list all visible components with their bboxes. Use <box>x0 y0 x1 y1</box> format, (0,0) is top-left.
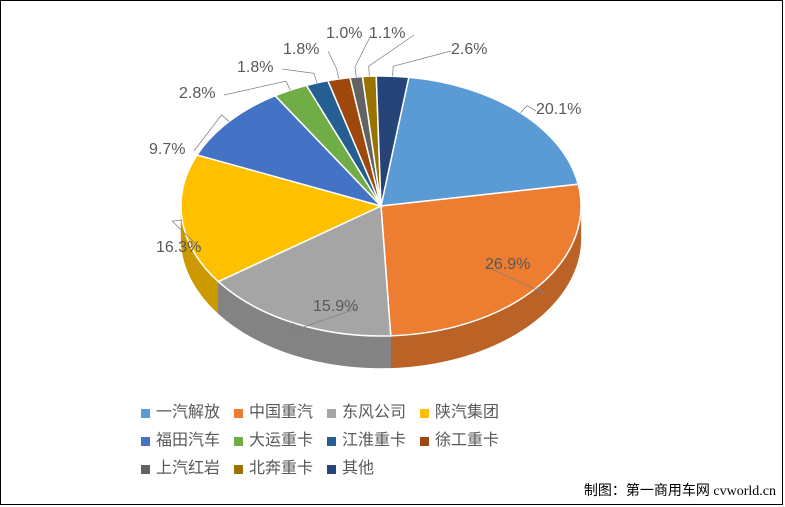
legend-item: 福田汽车 <box>141 427 220 455</box>
legend-item: 徐工重卡 <box>420 427 499 455</box>
slice-label: 1.8% <box>237 59 273 77</box>
legend-swatch <box>141 437 150 446</box>
legend-item: 大运重卡 <box>234 427 313 455</box>
legend-label: 大运重卡 <box>249 427 313 455</box>
slice-label: 1.1% <box>369 25 405 43</box>
legend-item: 陕汽集团 <box>420 399 499 427</box>
legend-swatch <box>141 465 150 474</box>
slice-label: 9.7% <box>149 141 185 159</box>
pie-slice-top <box>381 184 581 336</box>
legend-label: 中国重汽 <box>249 399 313 427</box>
attribution-text: 制图：第一商用车网 cvworld.cn <box>584 480 776 500</box>
slice-label: 26.9% <box>485 256 530 274</box>
legend-item: 中国重汽 <box>234 399 313 427</box>
legend: 一汽解放 中国重汽 东风公司 陕汽集团福田汽车 大运重卡 江淮重卡 徐工重卡上汽红岩 北奔重卡… <box>141 399 621 483</box>
pie-svg <box>1 11 784 381</box>
legend-swatch <box>327 437 336 446</box>
legend-swatch <box>327 465 336 474</box>
legend-label: 江淮重卡 <box>342 427 406 455</box>
legend-label: 一汽解放 <box>156 399 220 427</box>
legend-item: 一汽解放 <box>141 399 220 427</box>
leader-line <box>520 106 536 113</box>
legend-item: 上汽红岩 <box>141 455 220 483</box>
legend-swatch <box>234 437 243 446</box>
slice-label: 1.8% <box>283 41 319 59</box>
slice-label: 20.1% <box>536 101 581 119</box>
legend-item: 北奔重卡 <box>234 455 313 483</box>
chart-container: 20.1% 26.9% 15.9% 16.3% 9.7% 2.8% 1.8% 1.8% 1.0%… <box>0 0 783 505</box>
legend-row: 福田汽车 大运重卡 江淮重卡 徐工重卡 <box>141 427 621 455</box>
legend-label: 陕汽集团 <box>435 399 499 427</box>
legend-label: 徐工重卡 <box>435 427 499 455</box>
legend-swatch <box>234 465 243 474</box>
legend-label: 东风公司 <box>342 399 406 427</box>
legend-label: 上汽红岩 <box>156 455 220 483</box>
legend-label: 其他 <box>342 455 374 483</box>
leader-line <box>393 51 451 76</box>
legend-swatch <box>141 409 150 418</box>
leader-line <box>328 51 339 79</box>
slice-label: 2.6% <box>451 41 487 59</box>
leader-line <box>282 69 317 83</box>
legend-swatch <box>234 409 243 418</box>
slice-label: 2.8% <box>179 85 215 103</box>
legend-swatch <box>420 437 429 446</box>
legend-item: 其他 <box>327 455 374 483</box>
slice-label: 16.3% <box>156 239 201 257</box>
legend-row: 一汽解放 中国重汽 东风公司 陕汽集团 <box>141 399 621 427</box>
legend-item: 东风公司 <box>327 399 406 427</box>
slice-label: 1.0% <box>326 25 362 43</box>
legend-label: 北奔重卡 <box>249 455 313 483</box>
slice-label: 15.9% <box>313 298 358 316</box>
legend-swatch <box>327 409 336 418</box>
pie-slice-top <box>381 77 578 206</box>
pie-chart: 20.1% 26.9% 15.9% 16.3% 9.7% 2.8% 1.8% 1.8% 1.0%… <box>1 11 784 381</box>
legend-item: 江淮重卡 <box>327 427 406 455</box>
legend-swatch <box>420 409 429 418</box>
legend-label: 福田汽车 <box>156 427 220 455</box>
legend-row: 上汽红岩 北奔重卡 其他 <box>141 455 621 483</box>
